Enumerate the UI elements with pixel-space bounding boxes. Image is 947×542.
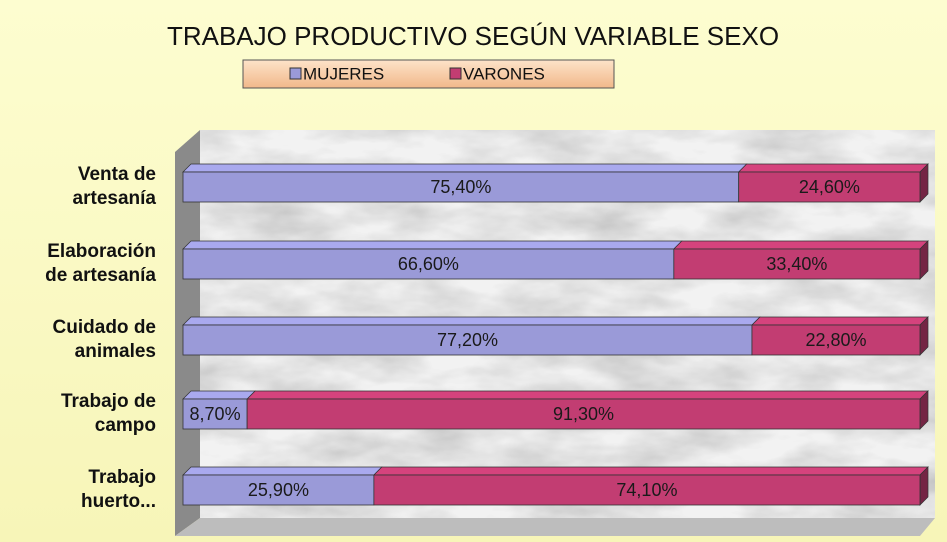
bar-top xyxy=(751,316,929,326)
bar xyxy=(673,248,921,280)
bar-top xyxy=(182,163,748,173)
legend-label: VARONES xyxy=(463,64,545,83)
bar-top xyxy=(182,466,383,476)
category-label: Venta de artesanía xyxy=(72,164,156,209)
bar-top xyxy=(246,390,929,400)
bar-top xyxy=(182,240,683,250)
legend-box xyxy=(242,59,615,89)
value-label: 33,40% xyxy=(766,254,827,274)
category-label: Trabajo huerto... xyxy=(81,467,156,512)
value-label: 8,70% xyxy=(190,404,241,424)
value-label: 77,20% xyxy=(437,330,498,350)
bar xyxy=(751,324,921,356)
category-label: Elaboración de artesanía xyxy=(45,241,156,286)
bar-top xyxy=(737,163,929,173)
legend-label: MUJERES xyxy=(303,64,384,83)
legend-swatch xyxy=(449,67,462,80)
bar xyxy=(182,324,753,356)
value-label: 22,80% xyxy=(805,330,866,350)
bar xyxy=(373,474,921,506)
bar-top xyxy=(672,240,929,250)
value-label: 25,90% xyxy=(248,480,309,500)
value-label: 66,60% xyxy=(398,254,459,274)
category-label: Cuidado de animales xyxy=(52,317,156,362)
bar xyxy=(182,398,248,430)
bar-top xyxy=(373,466,929,476)
floor xyxy=(175,518,935,536)
bar-top xyxy=(182,316,761,326)
legend-swatch xyxy=(289,67,302,80)
bar xyxy=(246,398,921,430)
value-label: 24,60% xyxy=(799,177,860,197)
value-label: 74,10% xyxy=(616,480,677,500)
bar xyxy=(738,171,921,203)
value-label: 91,30% xyxy=(553,404,614,424)
chart-title: TRABAJO PRODUCTIVO SEGÚN VARIABLE SEXO xyxy=(167,21,779,51)
bar-top xyxy=(182,390,256,400)
value-label: 75,40% xyxy=(430,177,491,197)
category-label: Trabajo de campo xyxy=(60,391,156,436)
bar xyxy=(182,171,740,203)
